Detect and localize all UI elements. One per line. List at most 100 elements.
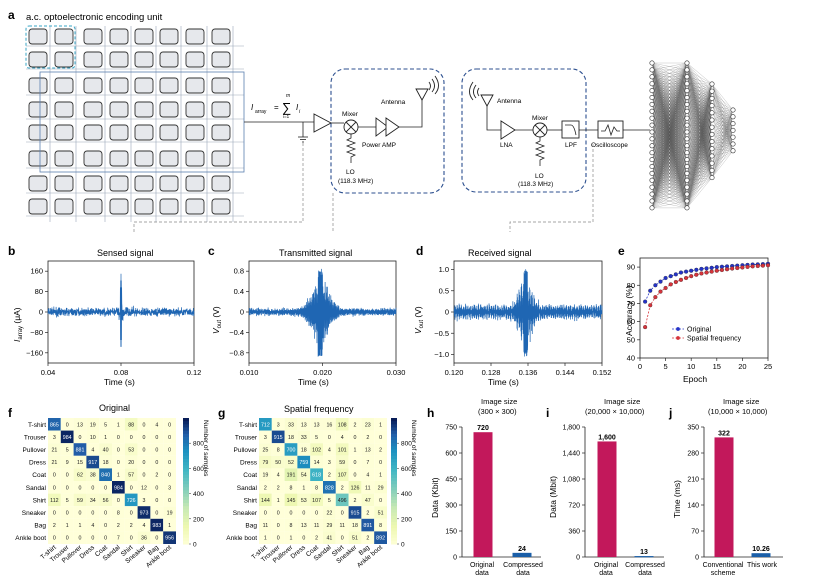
nn-neuron bbox=[684, 95, 690, 101]
panel-e-point-1 bbox=[673, 279, 678, 285]
pixel-cell bbox=[134, 51, 154, 68]
panel-g-cell bbox=[374, 455, 387, 469]
panel-e-ytick-label: 40 bbox=[627, 354, 635, 363]
nn-connection bbox=[686, 98, 713, 105]
panel-f-cell bbox=[163, 506, 176, 519]
nn-connection bbox=[686, 177, 713, 181]
panel-g-colorbar-tick-label: 600 bbox=[401, 466, 412, 473]
panel-f-colorbar-segment bbox=[183, 468, 189, 473]
nn-connection bbox=[711, 98, 734, 111]
nn-neuron bbox=[649, 74, 655, 80]
nn-connection bbox=[686, 112, 713, 208]
nn-connection bbox=[711, 105, 734, 138]
panel-c-xtick-label: 0.020 bbox=[313, 368, 332, 377]
rx-lo-label: LO bbox=[535, 173, 544, 180]
panel-e-xtick-label: 25 bbox=[764, 362, 772, 371]
panel-g-cell-value: 29 bbox=[326, 523, 332, 529]
panel-g-colorbar-segment bbox=[391, 465, 397, 469]
panel-g-colorbar-segment bbox=[391, 496, 397, 501]
nn-connection bbox=[686, 131, 713, 135]
panel-e-point-1 bbox=[694, 272, 699, 277]
panel-e-point-1 bbox=[709, 269, 714, 274]
panel-f-cell bbox=[163, 430, 176, 444]
nn-connection bbox=[686, 97, 713, 99]
panel-f-cell-value: 0 bbox=[104, 485, 107, 491]
lpf-label: LPF bbox=[565, 142, 577, 149]
panel-f-cell bbox=[124, 506, 138, 519]
pixel-cell bbox=[211, 101, 231, 118]
panel-i-ytick-label: 720 bbox=[568, 503, 580, 510]
panel-f-cell-value: 21 bbox=[51, 460, 57, 466]
nn-connection bbox=[651, 125, 688, 208]
panel-f-cell-value: 0 bbox=[104, 523, 107, 529]
nn-neuron bbox=[649, 177, 655, 183]
pixel-cell bbox=[134, 77, 154, 94]
panel-c-ytick-label: −0.4 bbox=[229, 328, 244, 337]
nn-connection bbox=[651, 180, 688, 208]
panel-f: f Original Number of samples 865 0 13 19 5 1 8… bbox=[8, 403, 209, 569]
nn-neuron bbox=[709, 160, 715, 166]
panel-f-colorbar-segment bbox=[183, 471, 189, 476]
panel-g-cell-value: 5 bbox=[328, 498, 331, 504]
nn-connection bbox=[711, 83, 734, 138]
nn-connection bbox=[686, 155, 713, 167]
nn-neuron bbox=[684, 101, 690, 107]
panel-g-cell-value: 892 bbox=[376, 536, 385, 542]
panel-f-letter: f bbox=[8, 406, 13, 420]
nn-connection bbox=[711, 150, 734, 178]
panel-g-cell-value: 8 bbox=[290, 523, 293, 529]
panel-g-cell-value: 33 bbox=[288, 422, 294, 428]
panel-e-point-0 bbox=[663, 275, 668, 281]
panel-g-colorbar-segment bbox=[391, 493, 397, 498]
panel-f-cell bbox=[124, 531, 138, 544]
panel-f-cell bbox=[99, 506, 112, 519]
panel-g-cell bbox=[271, 506, 285, 519]
panel-g-cell-value: 759 bbox=[299, 460, 308, 466]
pixel-cell bbox=[83, 198, 103, 215]
panel-f-cell-value: 0 bbox=[155, 448, 158, 454]
panel-f-cell bbox=[86, 455, 100, 469]
panel-g-cell bbox=[335, 455, 349, 469]
eq-lhs: I bbox=[251, 103, 254, 112]
nn-connection bbox=[686, 131, 713, 149]
pixel-cell bbox=[109, 77, 129, 94]
nn-connection bbox=[711, 141, 734, 145]
panel-e-point-1 bbox=[750, 264, 755, 269]
panel-g-colorbar-segment bbox=[391, 424, 397, 428]
panel-i-ytick-label: 1,080 bbox=[562, 477, 580, 484]
nn-neuron bbox=[649, 122, 655, 128]
nn-connection bbox=[711, 130, 734, 157]
rx-mixer-icon bbox=[532, 122, 548, 138]
panel-g-cell-value: 2 bbox=[354, 498, 357, 504]
panel-g-cell-value: 25 bbox=[262, 448, 268, 454]
nn-connection bbox=[686, 131, 713, 142]
panel-g-cell bbox=[310, 518, 323, 532]
panel-e-point-1 bbox=[735, 265, 740, 271]
panel-f-colorbar-label: Number of samples bbox=[202, 420, 209, 477]
nn-connection bbox=[686, 76, 713, 92]
nn-connection bbox=[711, 105, 734, 111]
panel-g-cell-value: 11 bbox=[339, 523, 345, 529]
panel-e-ylabel: Accuracy (%) bbox=[624, 285, 634, 336]
mixer-icon bbox=[343, 119, 359, 135]
panel-f-cell bbox=[73, 518, 87, 532]
panel-g-cell bbox=[374, 468, 387, 481]
panel-f-cell-value: 13 bbox=[77, 422, 83, 428]
panel-f-cell-value: 0 bbox=[53, 511, 56, 517]
panel-f-cell-value: 2 bbox=[130, 523, 133, 529]
pixel-cell bbox=[159, 28, 179, 45]
panel-e-point-0 bbox=[658, 279, 663, 284]
eq-rhs-sub: i bbox=[299, 109, 301, 115]
nn-neuron bbox=[684, 122, 690, 128]
panel-f-cell-value: 0 bbox=[143, 448, 146, 454]
panel-i-ytick-label: 360 bbox=[568, 529, 580, 536]
nn-connection bbox=[711, 109, 734, 171]
panel-g-cell bbox=[348, 468, 362, 481]
panel-g-cell bbox=[335, 481, 349, 494]
panel-g-cell-value: 2 bbox=[366, 435, 369, 441]
pixel-cell bbox=[28, 124, 48, 141]
panel-g-cell bbox=[284, 468, 298, 481]
nn-connection bbox=[686, 104, 713, 135]
panel-f-cell bbox=[73, 430, 87, 444]
panel-g-cell bbox=[310, 455, 323, 469]
